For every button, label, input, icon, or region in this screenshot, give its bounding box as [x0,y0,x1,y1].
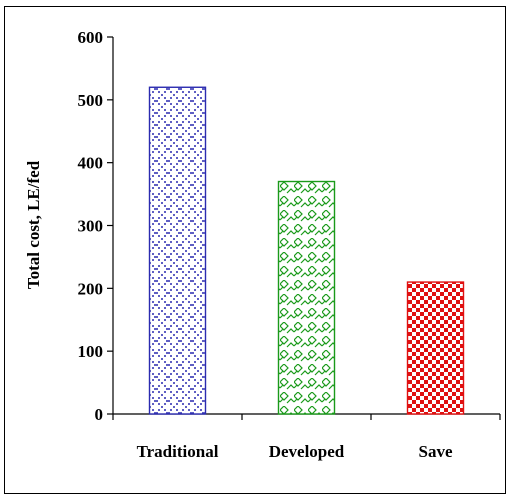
y-axis: 0 100 200 300 400 500 600 [78,28,114,424]
y-tick-label: 500 [78,91,104,110]
x-tick-label: Developed [269,442,345,461]
x-tick-label: Traditional [137,442,219,461]
x-axis [112,413,501,420]
y-tick-label: 400 [78,154,104,173]
x-tick-label: Save [419,442,453,461]
y-tick-label: 200 [78,279,104,298]
category-labels: Traditional Developed Save [137,442,453,461]
y-tick-label: 300 [78,217,104,236]
bar-save [406,281,465,415]
y-tick-label: 600 [78,28,104,47]
bars [148,86,465,415]
y-tick-label: 0 [95,405,104,424]
y-axis-title: Total cost, LE/fed [24,160,43,289]
bar-developed [277,180,336,415]
bar-traditional [148,86,207,415]
y-tick-label: 100 [78,342,104,361]
